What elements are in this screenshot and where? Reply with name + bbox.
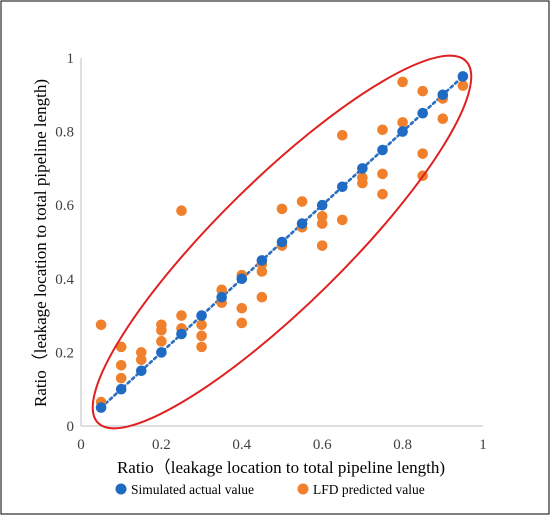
predicted-point xyxy=(136,354,147,366)
predicted-point xyxy=(236,302,248,314)
legend: Simulated actual value LFD predicted val… xyxy=(115,482,425,497)
predicted-point xyxy=(136,347,147,358)
x-tick-label: 0.4 xyxy=(232,437,251,453)
predicted-point xyxy=(316,218,328,229)
x-tick-label: 0.6 xyxy=(313,437,332,453)
legend-swatch-actual xyxy=(115,483,127,495)
actual-point xyxy=(176,328,187,340)
predicted-point xyxy=(176,205,187,217)
data-points xyxy=(95,71,469,413)
predicted-point xyxy=(316,210,328,222)
predicted-point xyxy=(417,85,429,97)
predicted-point xyxy=(377,124,388,136)
x-tick-label: 1 xyxy=(479,437,487,453)
predicted-point xyxy=(95,319,107,331)
predicted-point xyxy=(256,266,268,277)
y-tick-label: 0.2 xyxy=(55,345,74,361)
actual-point xyxy=(156,347,167,358)
predicted-point xyxy=(417,148,429,159)
tick-labels: 0 0.2 0.4 0.6 0.8 1 0 0.2 0.4 0.6 0.8 1 xyxy=(55,51,487,453)
actual-point xyxy=(296,218,308,229)
y-axis-title: Ratio（leakage location to total pipeline… xyxy=(31,79,50,407)
actual-point xyxy=(276,236,288,248)
predicted-point xyxy=(397,117,408,128)
predicted-point xyxy=(437,113,449,125)
predicted-point xyxy=(337,129,348,141)
y-tick-label: 0 xyxy=(67,419,75,435)
y-tick-label: 1 xyxy=(67,51,75,67)
x-tick-label: 0.2 xyxy=(152,437,171,453)
predicted-point xyxy=(276,203,288,215)
actual-point xyxy=(457,71,469,82)
legend-label-predicted: LFD predicted value xyxy=(313,482,425,497)
ellipse-layer xyxy=(91,54,473,430)
actual-point xyxy=(437,89,449,101)
predicted-point xyxy=(196,319,207,331)
predicted-point xyxy=(377,168,388,180)
predicted-point xyxy=(176,310,187,321)
predicted-point xyxy=(457,80,469,91)
x-tick-label: 0 xyxy=(77,437,85,453)
actual-point xyxy=(357,163,368,174)
enclosing-ellipse xyxy=(91,54,473,430)
predicted-point xyxy=(357,177,368,189)
actual-point xyxy=(196,310,207,321)
y-tick-label: 0.4 xyxy=(55,272,74,288)
predicted-point xyxy=(156,336,167,347)
predicted-point xyxy=(256,291,268,303)
predicted-point xyxy=(196,341,207,353)
x-tick-label: 0.8 xyxy=(393,437,412,453)
predicted-point xyxy=(216,284,227,296)
predicted-point xyxy=(316,240,328,251)
predicted-point xyxy=(196,330,207,342)
x-axis-title: Ratio（leakage location to total pipeline… xyxy=(117,458,445,477)
actual-point xyxy=(236,273,248,285)
y-tick-label: 0.6 xyxy=(55,198,74,214)
predicted-point xyxy=(236,317,248,329)
axes xyxy=(80,58,483,427)
predicted-point xyxy=(115,341,127,353)
actual-point xyxy=(115,383,127,395)
actual-point xyxy=(136,365,147,377)
predicted-point xyxy=(377,188,388,200)
actual-point xyxy=(316,199,328,211)
actual-point xyxy=(377,144,388,156)
predicted-point xyxy=(115,359,127,371)
y-tick-label: 0.8 xyxy=(55,125,74,141)
predicted-point xyxy=(296,196,308,207)
actual-point xyxy=(337,181,348,193)
legend-swatch-predicted xyxy=(297,483,309,495)
predicted-point xyxy=(156,325,167,336)
predicted-point xyxy=(115,372,127,384)
actual-point xyxy=(256,255,268,266)
actual-point xyxy=(216,291,227,303)
predicted-point xyxy=(337,214,348,226)
predicted-point xyxy=(397,76,408,88)
legend-label-actual: Simulated actual value xyxy=(131,482,254,497)
actual-point xyxy=(417,107,429,119)
actual-point xyxy=(397,126,408,137)
actual-point xyxy=(95,402,107,413)
